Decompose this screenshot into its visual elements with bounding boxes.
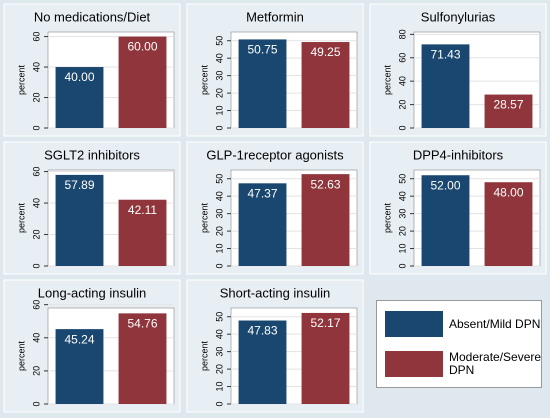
bar xyxy=(118,199,167,266)
panel-title: Sulfonylurias xyxy=(421,9,496,24)
y-tick-label: 40 xyxy=(397,191,407,201)
bar xyxy=(484,94,533,128)
y-tick-label: 10 xyxy=(397,244,407,254)
bar xyxy=(118,313,167,404)
y-tick-label: 30 xyxy=(214,347,224,357)
bar xyxy=(421,175,470,266)
bar xyxy=(118,36,167,129)
y-tick-label: 60 xyxy=(31,167,41,177)
bar xyxy=(238,39,287,128)
panel-title: Metformin xyxy=(246,9,304,24)
y-tick-label: 0 xyxy=(31,401,41,406)
y-tick-label: 10 xyxy=(214,382,224,392)
y-tick-label: 30 xyxy=(214,209,224,219)
y-tick-label: 50 xyxy=(214,312,224,322)
y-tick-label: 0 xyxy=(31,125,41,130)
legend-label: Absent/Mild DPN xyxy=(449,316,541,331)
y-tick-label: 20 xyxy=(31,366,41,376)
value-label: 54.76 xyxy=(127,317,157,331)
y-tick-label: 40 xyxy=(31,198,41,208)
y-tick-label: 10 xyxy=(214,106,224,116)
value-label: 57.89 xyxy=(64,178,94,192)
y-tick-label: 50 xyxy=(214,174,224,184)
legend: Absent/Mild DPN Moderate/Severe DPN xyxy=(376,300,542,388)
y-axis-label: percent xyxy=(16,64,26,95)
y-tick-label: 40 xyxy=(397,76,407,86)
bar xyxy=(301,42,350,128)
bar xyxy=(301,312,350,404)
y-tick-label: 40 xyxy=(31,333,41,343)
y-tick-label: 20 xyxy=(397,100,407,110)
value-label: 28.57 xyxy=(493,98,523,112)
panel-title: No medications/Diet xyxy=(34,9,151,24)
value-label: 52.63 xyxy=(310,177,340,191)
bar xyxy=(484,182,533,266)
y-tick-label: 30 xyxy=(397,209,407,219)
y-tick-label: 60 xyxy=(31,32,41,42)
y-tick-label: 0 xyxy=(31,263,41,268)
bar xyxy=(421,44,470,128)
y-tick-label: 40 xyxy=(214,53,224,63)
y-axis-label: percent xyxy=(382,202,392,233)
y-tick-label: 0 xyxy=(214,263,224,268)
y-tick-label: 20 xyxy=(31,93,41,103)
panel-title: Long-acting insulin xyxy=(38,285,146,300)
y-axis-label: percent xyxy=(199,340,209,371)
y-axis-label: percent xyxy=(199,64,209,95)
bar xyxy=(238,183,287,266)
legend-swatch xyxy=(385,351,443,377)
y-tick-label: 0 xyxy=(397,125,407,130)
y-tick-label: 50 xyxy=(397,174,407,184)
y-tick-label: 20 xyxy=(214,364,224,374)
value-label: 71.43 xyxy=(430,48,460,62)
y-axis-label: percent xyxy=(199,202,209,233)
y-tick-label: 20 xyxy=(214,88,224,98)
value-label: 40.00 xyxy=(64,70,94,84)
y-tick-label: 30 xyxy=(214,71,224,81)
y-tick-label: 80 xyxy=(397,29,407,39)
value-label: 50.75 xyxy=(247,43,277,57)
panel-title: GLP-1receptor agonists xyxy=(206,147,344,162)
value-label: 48.00 xyxy=(493,185,523,199)
legend-item: Absent/Mild DPN xyxy=(385,311,541,337)
y-tick-label: 20 xyxy=(31,230,41,240)
value-label: 42.11 xyxy=(128,203,157,217)
value-label: 52.17 xyxy=(310,316,340,330)
bar xyxy=(301,174,350,266)
y-axis-label: percent xyxy=(382,64,392,95)
y-tick-label: 60 xyxy=(31,300,41,310)
value-label: 60.00 xyxy=(127,40,157,54)
y-tick-label: 20 xyxy=(214,226,224,236)
panel-title: DPP4-inhibitors xyxy=(413,147,504,162)
y-axis-label: percent xyxy=(16,340,26,371)
y-tick-label: 10 xyxy=(214,244,224,254)
y-tick-label: 20 xyxy=(397,226,407,236)
y-tick-label: 40 xyxy=(214,329,224,339)
y-tick-label: 60 xyxy=(397,53,407,63)
panel-title: Short-acting insulin xyxy=(220,285,331,300)
legend-item: Moderate/Severe DPN xyxy=(385,351,541,377)
panel-title: SGLT2 inhibitors xyxy=(44,147,140,162)
bar xyxy=(55,329,104,404)
y-tick-label: 0 xyxy=(397,263,407,268)
bar xyxy=(55,67,104,128)
y-tick-label: 0 xyxy=(214,125,224,130)
bar xyxy=(55,174,104,266)
y-tick-label: 40 xyxy=(214,191,224,201)
y-axis-label: percent xyxy=(16,202,26,233)
y-tick-label: 40 xyxy=(31,62,41,72)
bar xyxy=(238,320,287,404)
legend-label: Moderate/Severe DPN xyxy=(449,350,542,377)
value-label: 45.24 xyxy=(64,332,94,346)
value-label: 52.00 xyxy=(430,178,460,192)
value-label: 47.83 xyxy=(247,324,277,338)
y-tick-label: 0 xyxy=(214,401,224,406)
y-tick-label: 50 xyxy=(214,36,224,46)
value-label: 47.37 xyxy=(247,186,277,200)
legend-swatch xyxy=(385,311,443,337)
value-label: 49.25 xyxy=(310,45,340,59)
